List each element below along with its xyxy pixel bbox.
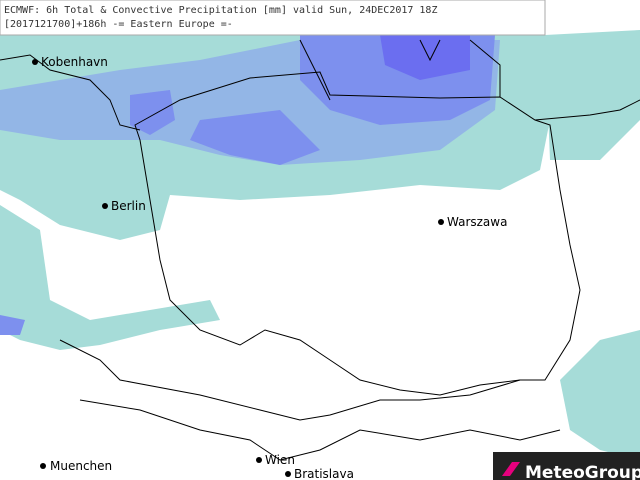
precip-heavy <box>130 90 320 165</box>
logo-text: MeteoGroup <box>525 463 640 480</box>
city-dot <box>256 457 262 463</box>
header-box <box>0 0 546 36</box>
city-dot <box>32 59 38 65</box>
city-label: Berlin <box>111 199 146 213</box>
coastline <box>419 39 501 97</box>
city-dot <box>438 219 444 225</box>
borders <box>0 39 640 461</box>
city-label: Wien <box>265 453 295 467</box>
logo-icon <box>502 462 520 476</box>
precip-heavy <box>0 315 25 335</box>
city-dot <box>40 463 46 469</box>
city-label: Kobenhavn <box>41 55 108 69</box>
coastline <box>299 39 331 101</box>
country-border <box>59 339 521 421</box>
coastline <box>0 54 141 131</box>
logo: MeteoGroup <box>493 452 640 480</box>
city-dot <box>102 203 108 209</box>
header-line: [2017121700]+186h -= Eastern Europe =- <box>4 19 233 30</box>
city-label: Bratislava <box>294 467 354 480</box>
precip-light <box>560 330 640 460</box>
header-line: ECMWF: 6h Total & Convective Precipitati… <box>4 5 437 16</box>
precipitation <box>0 30 640 460</box>
city-label: Warszawa <box>447 215 507 229</box>
city-label: Muenchen <box>50 459 112 473</box>
precip-heaviest <box>380 35 470 80</box>
country-border <box>79 399 561 461</box>
precip-light <box>545 30 640 160</box>
precip-light <box>0 205 220 350</box>
city-dot <box>285 471 291 477</box>
country-border <box>534 99 640 121</box>
cities: Kobenhavn Berlin Warszawa Muenchen Wien … <box>32 55 507 480</box>
logo-background <box>493 452 640 480</box>
